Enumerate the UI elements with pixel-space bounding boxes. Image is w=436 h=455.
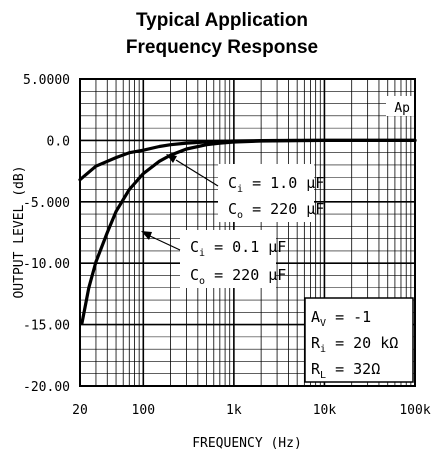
x-tick-label: 10k — [313, 403, 337, 418]
y-tick-label: -5.000 — [23, 196, 70, 211]
tick-labels: 20 100 1k 10k 100k 5.0000 0.0 -5.000 -10.00 -15.0… — [23, 73, 431, 418]
corner-label: Ap — [394, 101, 410, 116]
curve2-label-box — [180, 230, 276, 288]
curve2-label-line-2: Co = 220 µF — [190, 266, 286, 287]
corner-label-box — [386, 96, 414, 116]
curve1-label-line-1: Ci = 1.0 µF — [228, 174, 324, 195]
curve1-pointer-arrow — [175, 159, 219, 187]
condition-gain: AV = -1 — [311, 308, 371, 329]
curve1-pointer-head — [166, 154, 177, 163]
curve2-pointer-arrow — [149, 235, 181, 251]
curve2-label-line-1: Ci = 0.1 µF — [190, 238, 286, 259]
plot-frame — [79, 78, 416, 387]
condition-load-resistance: RL = 32Ω — [311, 360, 380, 381]
curve1-label-box — [218, 164, 314, 222]
curve2-pointer-head — [141, 231, 152, 240]
x-tick-label: 100 — [132, 403, 155, 418]
x-tick-label: 20 — [72, 403, 88, 418]
y-tick-label: 5.0000 — [23, 73, 70, 88]
x-axis-label: FREQUENCY (Hz) — [192, 436, 302, 451]
y-axis-label: OUTPUT LEVEL (dB) — [12, 165, 27, 298]
conditions-box — [304, 297, 414, 383]
y-tick-label: -15.00 — [23, 319, 70, 334]
x-tick-label: 1k — [226, 403, 242, 418]
series — [78, 138, 417, 325]
y-tick-label: -10.00 — [23, 257, 70, 272]
curve1-label-line-2: Co = 220 µF — [228, 200, 324, 221]
chart-title-line-1: Typical Application — [136, 10, 308, 31]
y-tick-label: 0.0 — [47, 134, 70, 149]
series-line-2 — [80, 138, 417, 325]
y-tick-label: -20.00 — [23, 380, 70, 395]
condition-input-resistance: Ri = 20 kΩ — [311, 334, 398, 355]
chart-title-line-2: Frequency Response — [126, 37, 318, 58]
x-tick-label: 100k — [399, 403, 430, 418]
